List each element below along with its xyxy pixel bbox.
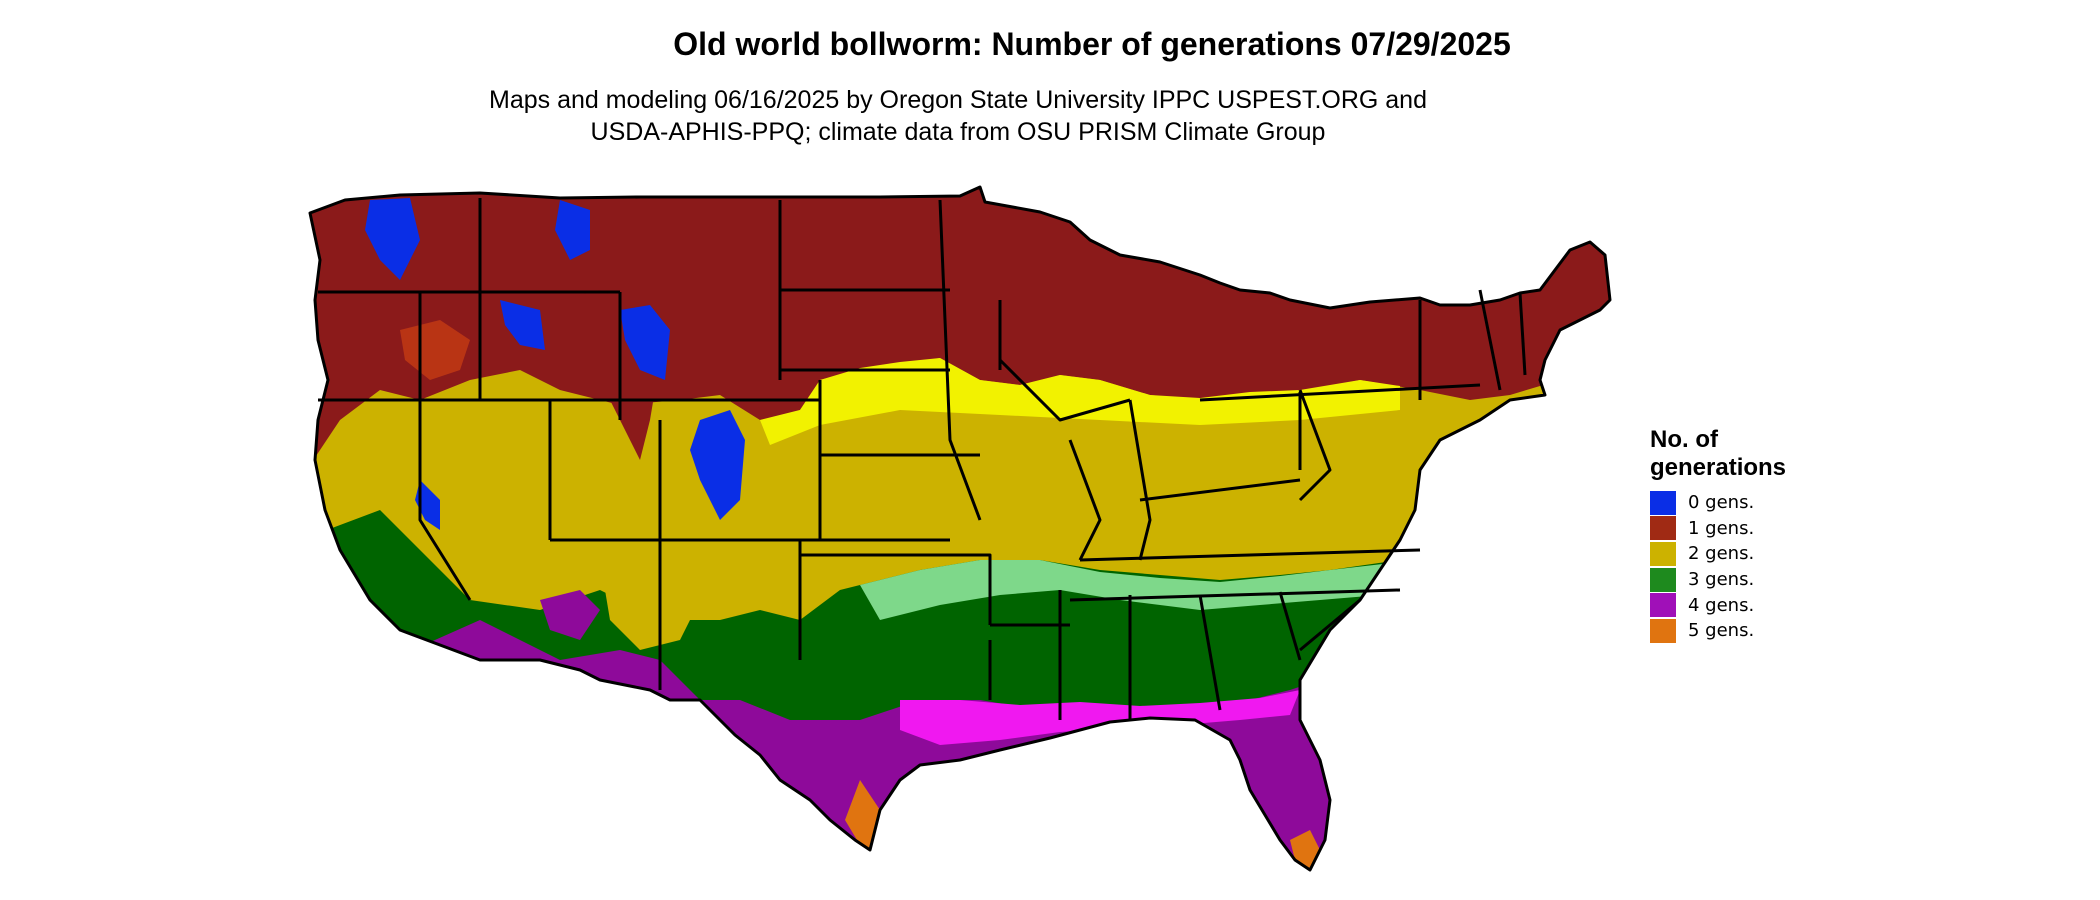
legend: No. of generations 0 gens. 1 gens. 2 gen…: [1650, 426, 1850, 644]
map-title: Old world bollworm: Number of generation…: [673, 26, 1511, 62]
legend-swatch: [1650, 490, 1676, 515]
legend-item-3-gens: 3 gens.: [1650, 567, 1850, 593]
legend-swatch: [1650, 516, 1676, 541]
legend-title-line-2: generations: [1650, 454, 1787, 481]
legend-label: 3 gens.: [1688, 569, 1755, 591]
legend-swatch: [1650, 541, 1676, 566]
legend-label: 5 gens.: [1688, 620, 1755, 642]
legend-title: No. of generations: [1650, 426, 1850, 482]
legend-label: 0 gens.: [1688, 492, 1755, 514]
subtitle-line-1: Maps and modeling 06/16/2025 by Oregon S…: [489, 86, 1427, 114]
map-subtitle: Maps and modeling 06/16/2025 by Oregon S…: [0, 84, 1916, 148]
legend-title-line-1: No. of: [1650, 426, 1718, 453]
legend-swatch: [1650, 618, 1676, 643]
us-generations-map: [308, 185, 1612, 872]
state-borders: [308, 185, 1612, 872]
subtitle-line-2: USDA-APHIS-PPQ; climate data from OSU PR…: [590, 118, 1326, 146]
legend-list: 0 gens. 1 gens. 2 gens. 3 gens. 4 gens. …: [1650, 490, 1850, 644]
legend-label: 1 gens.: [1688, 517, 1755, 539]
legend-label: 4 gens.: [1688, 594, 1755, 616]
legend-swatch: [1650, 593, 1676, 618]
legend-item-5-gens: 5 gens.: [1650, 618, 1850, 644]
legend-item-1-gens: 1 gens.: [1650, 516, 1850, 542]
legend-item-2-gens: 2 gens.: [1650, 541, 1850, 567]
legend-swatch: [1650, 567, 1676, 592]
legend-label: 2 gens.: [1688, 543, 1755, 565]
legend-item-4-gens: 4 gens.: [1650, 592, 1850, 618]
legend-item-0-gens: 0 gens.: [1650, 490, 1850, 516]
